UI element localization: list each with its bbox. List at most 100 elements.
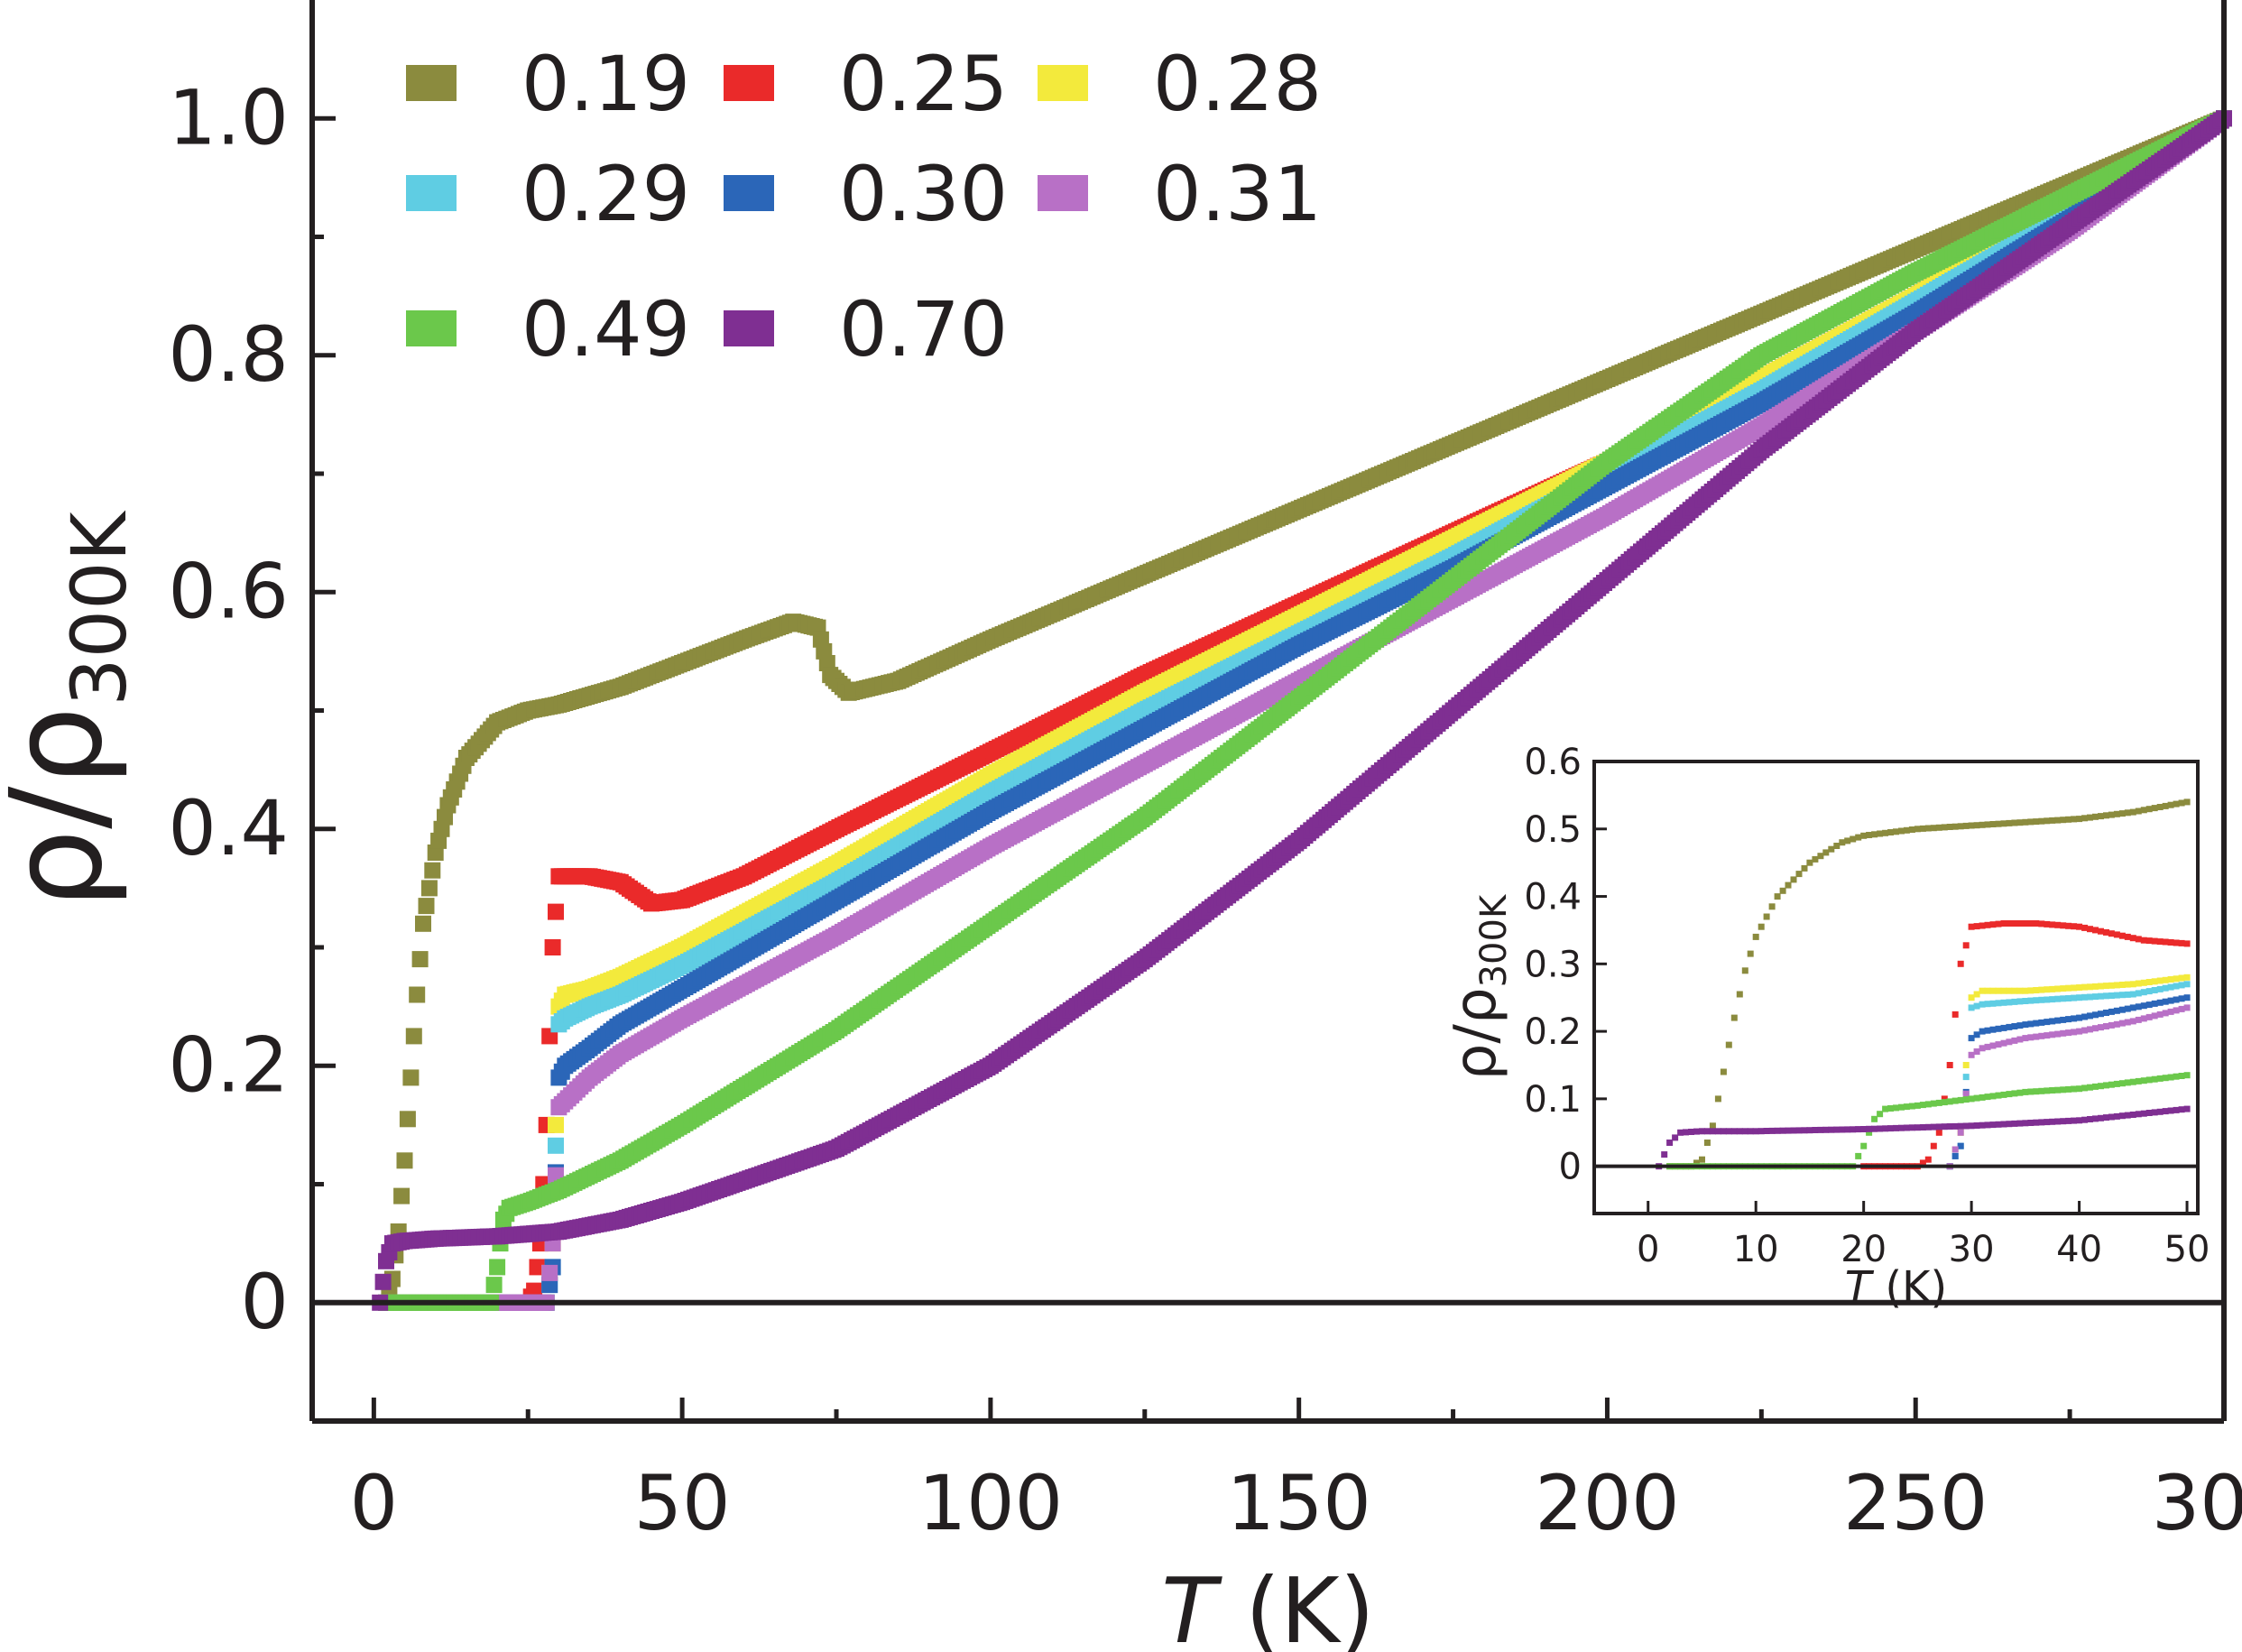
- main-y-tick-label: 0.6: [168, 547, 289, 635]
- inset-point: [1924, 1156, 1932, 1163]
- inset-point: [1962, 822, 1970, 829]
- legend-item-0.25: 0.25: [724, 40, 1008, 128]
- inset-point: [1930, 825, 1937, 832]
- inset-point: [1866, 832, 1873, 838]
- inset-point: [2065, 816, 2072, 823]
- inset-point: [2044, 920, 2051, 928]
- main-series-0.70: [372, 110, 2232, 1311]
- inset-point: [1714, 1095, 1721, 1103]
- main-y-axis-title-subscript: 300K: [55, 510, 143, 706]
- main-y-tick-label: 1.0: [168, 73, 289, 162]
- legend-label: 0.29: [521, 150, 690, 238]
- inset-point: [1908, 826, 1915, 833]
- legend-marker: [406, 65, 457, 101]
- inset-point: [2006, 819, 2013, 826]
- main-y-tick-label: 0.8: [168, 310, 289, 399]
- inset-point: [1774, 893, 1781, 900]
- inset-point: [2098, 813, 2104, 820]
- inset-point: [1822, 849, 1830, 856]
- inset-point: [2124, 809, 2131, 817]
- inset-point: [1973, 822, 1980, 829]
- inset-point: [1812, 855, 1819, 863]
- main-y-axis-title-base: ρ/ρ: [0, 706, 131, 909]
- inset-point: [2016, 819, 2024, 826]
- inset-series-0.19: [1666, 798, 2191, 1170]
- inset-point: [1968, 923, 1975, 930]
- inset-point: [1855, 834, 1862, 841]
- main-point: [548, 903, 564, 920]
- main-point: [396, 1152, 413, 1169]
- inset-point: [1850, 835, 1857, 843]
- inset-point: [1806, 859, 1813, 866]
- legend-item-0.19: 0.19: [406, 40, 690, 128]
- inset-point: [2135, 808, 2142, 815]
- legend-item-0.70: 0.70: [724, 285, 1008, 374]
- main-x-tick-label: 200: [1535, 1459, 1679, 1547]
- inset-point: [1893, 828, 1899, 835]
- inset-point: [2000, 920, 2007, 927]
- legend-label: 0.31: [1153, 150, 1322, 238]
- inset-point: [2054, 921, 2062, 928]
- main-point: [374, 1273, 392, 1290]
- legend-item-0.49: 0.49: [406, 285, 690, 374]
- main-x-axis-title: T (K): [1161, 1558, 1374, 1652]
- legend-marker: [1038, 175, 1088, 211]
- main-point: [405, 1028, 422, 1045]
- inset-point: [2113, 810, 2120, 817]
- inset-point: [2049, 817, 2056, 824]
- inset-point: [1882, 829, 1889, 836]
- inset-point: [1989, 921, 1997, 928]
- main-point: [424, 862, 441, 879]
- inset-series-0.25: [1860, 920, 2191, 1170]
- legend-marker: [724, 175, 774, 211]
- main-x-tick-label: 250: [1843, 1459, 1988, 1547]
- inset-point: [2033, 818, 2040, 826]
- inset-point: [1790, 876, 1797, 883]
- inset-point: [1768, 903, 1776, 910]
- inset-point: [1703, 1140, 1711, 1146]
- inset-point: [2038, 817, 2045, 825]
- inset-point: [2006, 920, 2013, 927]
- main-point: [418, 898, 435, 915]
- inset-point: [1946, 1062, 1953, 1068]
- inset-point: [1860, 832, 1868, 839]
- inset-point: [1839, 839, 1846, 846]
- inset-point: [1747, 950, 1754, 957]
- main-x-tick-label: 100: [918, 1459, 1063, 1547]
- main-point: [541, 1264, 558, 1281]
- inset-point: [2011, 819, 2018, 826]
- inset-point: [2108, 811, 2115, 818]
- inset-point: [1919, 825, 1926, 832]
- inset-point: [1898, 827, 1905, 835]
- inset-point: [1903, 826, 1910, 834]
- inset-point: [1730, 1014, 1738, 1021]
- inset-point: [1720, 1068, 1727, 1075]
- inset-point: [1941, 1095, 1948, 1103]
- inset-point: [1785, 881, 1792, 889]
- main-point: [548, 1116, 564, 1133]
- main-x-tick-label: 0: [350, 1459, 398, 1547]
- inset-point: [1877, 830, 1884, 837]
- inset-point: [2071, 816, 2078, 823]
- inset-point: [1817, 853, 1824, 860]
- inset-point: [1924, 825, 1932, 832]
- legend-label: 0.19: [521, 40, 690, 128]
- inset-point: [2162, 802, 2169, 809]
- legend-marker: [1038, 65, 1088, 101]
- inset-point: [1833, 843, 1841, 849]
- inset-point: [1763, 913, 1770, 920]
- inset-point: [1995, 820, 2002, 827]
- main-x-axis-title-unit: (K): [1216, 1558, 1374, 1652]
- inset-point: [1989, 821, 1997, 827]
- main-series-layer: [372, 110, 2232, 1311]
- inset-point: [1968, 822, 1975, 829]
- inset-point: [1828, 845, 1835, 853]
- inset-point: [2145, 806, 2153, 813]
- legend-item-0.30: 0.30: [724, 150, 1008, 238]
- inset-point: [2060, 817, 2067, 824]
- inset-point: [1844, 837, 1851, 844]
- main-x-tick-label: 300: [2152, 1459, 2242, 1547]
- inset-point: [2060, 922, 2067, 929]
- legend: 0.19 0.25 0.280.29 0.30 0.310.49 0.70: [406, 40, 1322, 374]
- inset-point: [2076, 816, 2083, 823]
